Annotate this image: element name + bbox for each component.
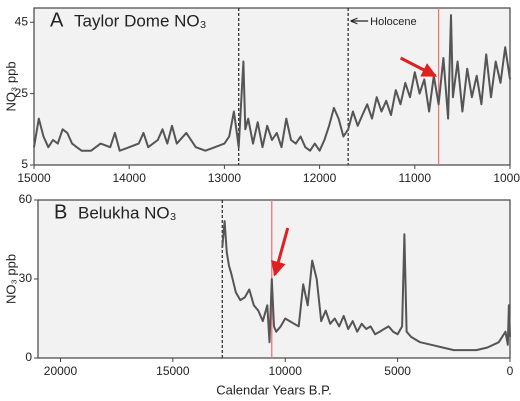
chart-title: Belukha NO₃ xyxy=(78,203,177,222)
y-axis-label: NO₃ ppb xyxy=(3,61,18,111)
chart-title: Taylor Dome NO₃ xyxy=(74,11,207,30)
annotation: Holocene xyxy=(370,16,416,28)
x-tick-label: 13000 xyxy=(208,171,242,185)
x-tick-label: 0 xyxy=(507,364,514,378)
red-arrow xyxy=(399,56,437,78)
x-tick-label: 14000 xyxy=(113,171,147,185)
x-tick-label: 10000 xyxy=(493,171,520,185)
data-line xyxy=(33,14,511,152)
x-tick-label: 10000 xyxy=(269,364,303,378)
x-tick-label: 11000 xyxy=(399,171,432,185)
red-arrow xyxy=(271,227,290,277)
y-tick-label: 60 xyxy=(19,192,33,206)
x-axis-label: Calendar Years B.P. xyxy=(216,382,331,397)
y-tick-label: 25 xyxy=(15,86,29,100)
x-tick-label: 12000 xyxy=(303,171,337,185)
plot-area xyxy=(37,199,511,359)
y-tick-label: 45 xyxy=(15,14,29,28)
data-line xyxy=(221,220,511,352)
x-tick-label: 15000 xyxy=(17,171,51,185)
panel-label: B xyxy=(54,201,67,223)
y-tick-label: 0 xyxy=(25,350,32,364)
x-tick-label: 5000 xyxy=(384,364,411,378)
y-tick-label: 5 xyxy=(21,157,28,171)
x-tick-label: 15000 xyxy=(156,364,190,378)
y-tick-label: 30 xyxy=(19,271,33,285)
x-tick-label: 20000 xyxy=(44,364,78,378)
panel-label: A xyxy=(50,9,64,31)
y-axis-label: NO₃ ppb xyxy=(3,254,18,304)
